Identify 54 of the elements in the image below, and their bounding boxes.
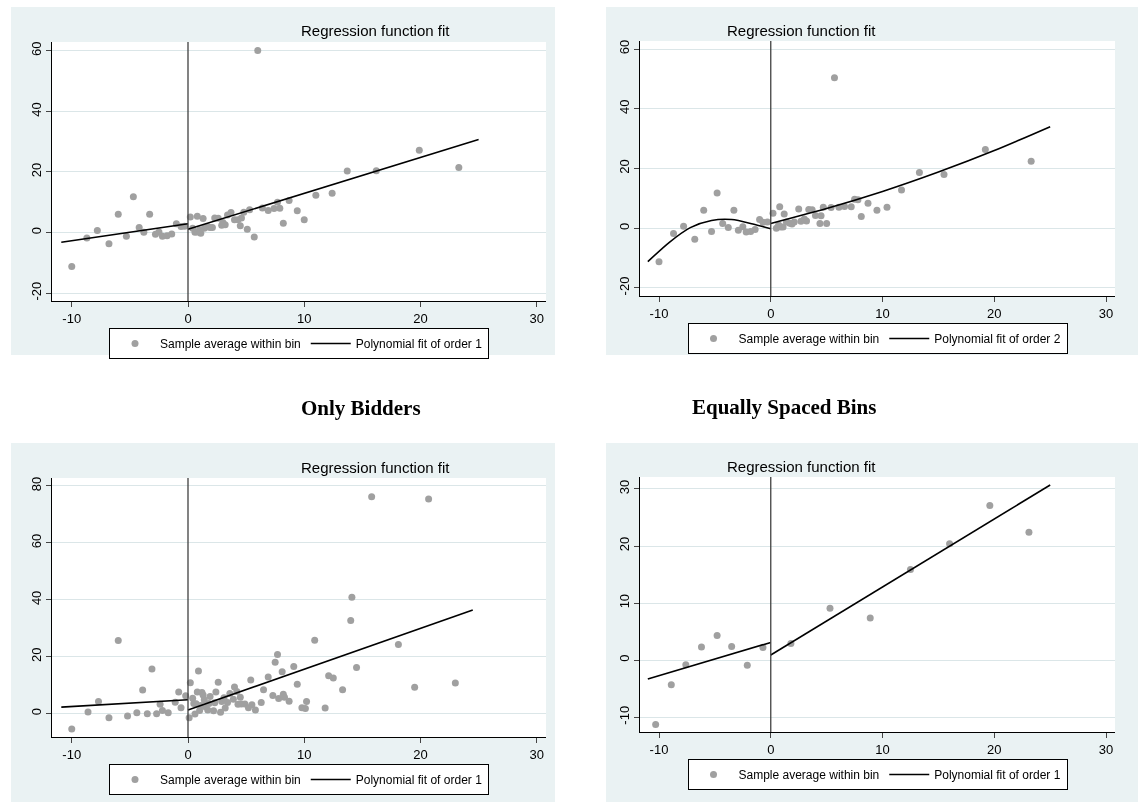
y-tick-label: -10 — [616, 705, 632, 725]
x-tick-label: -10 — [649, 305, 669, 321]
x-tick-label: 20 — [413, 746, 428, 762]
x-tick-label: 20 — [987, 305, 1002, 321]
x-tick-label: -10 — [62, 310, 82, 326]
y-tick-label: 20 — [28, 647, 44, 663]
x-tick-label: 20 — [413, 310, 428, 326]
x-tick-label: -10 — [649, 741, 669, 757]
x-tick-label: 10 — [297, 746, 312, 762]
y-tick-label: 30 — [616, 479, 632, 495]
legend-label: Polynomial fit of order 1 — [934, 768, 1061, 783]
legend-label: Sample average within bin — [738, 768, 880, 783]
x-tick-label: 30 — [529, 746, 544, 762]
y-tick-label: 60 — [616, 39, 632, 55]
legend-label: Polynomial fit of order 2 — [934, 332, 1061, 347]
legend-label: Sample average within bin — [738, 332, 880, 347]
y-tick-label: 40 — [616, 99, 632, 115]
x-tick-label: 0 — [767, 741, 775, 757]
x-tick-label: 10 — [875, 305, 890, 321]
y-tick-label: 0 — [616, 222, 632, 230]
chart-subtitle: Regression function fit — [301, 459, 451, 476]
y-tick-label: 20 — [616, 159, 632, 174]
y-tick-label: 20 — [28, 162, 44, 178]
x-tick-label: 30 — [1098, 741, 1114, 757]
x-tick-label: -10 — [62, 746, 82, 762]
chart-title: Only Bidders — [301, 396, 421, 420]
legend-label: Sample average within bin — [160, 773, 301, 788]
x-tick-label: 30 — [529, 310, 544, 326]
chart-title: Regression function fit — [727, 22, 877, 39]
y-tick-label: 0 — [616, 654, 632, 662]
y-tick-label: 40 — [28, 102, 44, 117]
y-tick-label: 60 — [28, 41, 44, 57]
y-tick-label: 0 — [28, 226, 44, 235]
y-tick-label: 20 — [616, 536, 632, 552]
y-tick-label: 80 — [28, 476, 44, 492]
legend-label: Polynomial fit of order 1 — [355, 337, 483, 352]
x-tick-label: 0 — [184, 746, 192, 762]
y-tick-label: 60 — [28, 533, 44, 549]
x-tick-label: 10 — [297, 310, 312, 326]
chart-title: Equally Spaced Bins — [692, 395, 877, 419]
y-tick-label: 0 — [28, 708, 44, 716]
y-tick-label: -20 — [28, 281, 44, 301]
legend-label: Sample average within bin — [160, 337, 301, 352]
x-tick-label: 10 — [875, 741, 890, 757]
legend-label: Polynomial fit of order 1 — [355, 773, 483, 788]
x-tick-label: 0 — [184, 310, 192, 326]
y-tick-label: 40 — [28, 590, 44, 606]
chart-subtitle: Regression function fit — [727, 458, 877, 475]
y-tick-label: 10 — [616, 593, 632, 609]
x-tick-label: 0 — [767, 305, 775, 321]
x-tick-label: 30 — [1098, 305, 1114, 321]
chart-title: Regression function fit — [301, 22, 451, 39]
y-tick-label: -20 — [616, 276, 632, 296]
x-tick-label: 20 — [987, 741, 1002, 757]
